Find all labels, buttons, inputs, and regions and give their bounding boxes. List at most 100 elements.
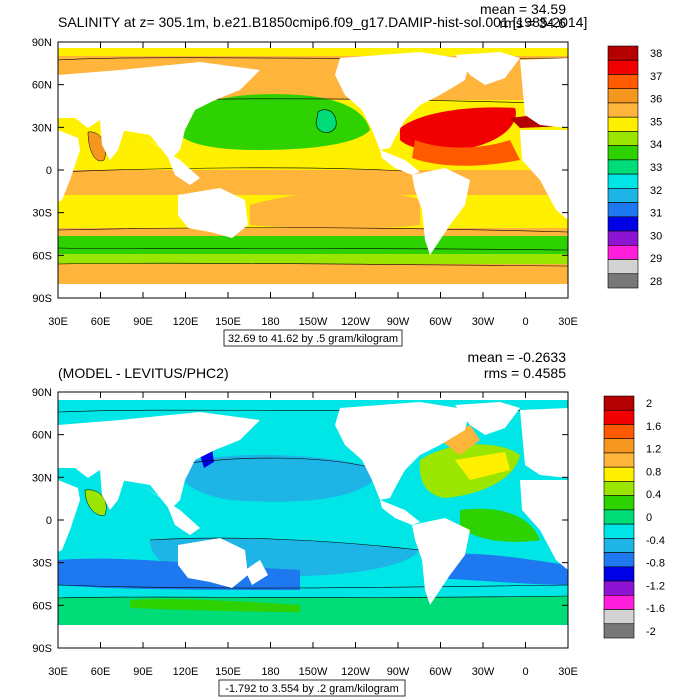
y-tick-label: 60S	[32, 250, 52, 262]
colorbar-swatch	[603, 495, 635, 511]
colorbar-label: -0.4	[646, 535, 665, 547]
region-arabian	[84, 489, 107, 516]
x-tick-label: 120E	[173, 666, 199, 678]
region-arabian	[87, 131, 106, 162]
colorbar-label: 0	[646, 512, 652, 524]
land-africa	[58, 130, 80, 202]
x-tick-label: 0	[522, 666, 528, 678]
colorbar-swatch	[607, 131, 639, 146]
colorbar-label: -2	[646, 626, 656, 638]
x-tick-label: 90W	[387, 316, 410, 328]
panel2-y-axis: 90N 60N 30N 0 30S 60S 90S	[32, 387, 568, 655]
colorbar-swatch	[607, 116, 639, 132]
land-south-america	[412, 168, 470, 255]
land-africa-main	[520, 480, 568, 570]
colorbar-swatch	[603, 623, 635, 639]
land-africa-main	[520, 130, 568, 220]
x-tick-label: 30W	[472, 316, 495, 328]
panel2-range-note: -1.792 to 3.554 by .2 gram/kilogram	[225, 683, 399, 695]
region-atlantic-high	[400, 107, 516, 151]
panel-difference: (MODEL - LEVITUS/PHC2) mean = -0.2633 rm…	[32, 349, 665, 697]
colorbar-label: 38	[650, 48, 662, 60]
y-tick-label: 0	[46, 515, 52, 527]
land-australia	[178, 538, 248, 588]
x-tick-label: 30E	[48, 666, 68, 678]
colorbar-swatch	[607, 45, 639, 61]
colorbar-swatch	[607, 173, 639, 189]
panel-salinity: SALINITY at z= 305.1m, b.e21.B1850cmip6.…	[32, 1, 662, 347]
colorbar-swatch	[607, 74, 639, 90]
land-eurasia	[58, 412, 260, 510]
colorbar-swatch	[607, 145, 639, 161]
region-npacific-core	[315, 109, 337, 133]
y-tick-label: 90N	[32, 387, 52, 399]
land-europe-africa-east	[520, 58, 568, 128]
y-tick-label: 30S	[32, 208, 52, 220]
colorbar-swatch	[603, 509, 635, 525]
colorbar-label: -1.2	[646, 580, 665, 592]
land-north-america	[335, 52, 470, 150]
colorbar-label: 37	[650, 71, 662, 83]
colorbar-swatch	[607, 216, 639, 232]
y-tick-label: 90N	[32, 37, 52, 49]
colorbar-label: 35	[650, 116, 662, 128]
panel1-rms: rms = 34.6	[499, 15, 566, 31]
panel1-title: SALINITY at z= 305.1m, b.e21.B1850cmip6.…	[58, 14, 587, 30]
colorbar-label: 32	[650, 185, 662, 197]
colorbar-label: 31	[650, 208, 662, 220]
x-tick-label: 60W	[429, 666, 452, 678]
land-seasia	[140, 485, 200, 535]
colorbar-swatch	[603, 424, 635, 440]
x-tick-label: 180	[261, 316, 279, 328]
colorbar-label: 34	[650, 139, 662, 151]
x-tick-label: 180	[261, 666, 279, 678]
x-tick-label: 120E	[173, 316, 199, 328]
panel2-map	[58, 392, 568, 648]
contour	[174, 457, 381, 471]
y-tick-label: 30N	[32, 472, 52, 484]
contour	[58, 262, 568, 267]
colorbar-swatch	[603, 466, 635, 482]
x-tick-label: 90W	[387, 666, 410, 678]
colorbar-swatch	[603, 580, 635, 596]
land-north-america	[335, 402, 470, 500]
land-eurasia	[58, 62, 260, 160]
colorbar-label: 29	[650, 253, 662, 265]
panel1-y-axis: 90N 60N 30N 0 30S 60S 90S	[32, 37, 568, 305]
land-greenland	[455, 402, 520, 435]
x-tick-label: 120W	[341, 666, 370, 678]
y-tick-label: 60N	[32, 80, 52, 92]
colorbar-label: -1.6	[646, 603, 665, 615]
colorbar-label: 2	[646, 398, 652, 410]
colorbar-swatch	[607, 273, 639, 289]
region-atlantic-warm	[455, 452, 510, 480]
panel2-x-axis: 30E 60E 90E 120E 150E 180 150W 120W 90W 60W 30W 0 30…	[48, 392, 578, 678]
land-central-america	[380, 500, 420, 525]
land-greenland	[455, 52, 520, 85]
land-india	[100, 120, 125, 160]
colorbar-swatch	[603, 552, 635, 568]
panel1-map	[58, 42, 568, 298]
contour	[58, 584, 568, 589]
region-spacific	[250, 190, 420, 229]
colorbar-label: 30	[650, 230, 662, 242]
y-tick-label: 30N	[32, 122, 52, 134]
x-tick-label: 60E	[91, 666, 111, 678]
contour	[58, 247, 568, 251]
land-australia	[178, 188, 248, 238]
region-npacific-low	[175, 94, 370, 150]
land-central-america	[380, 150, 420, 175]
panel1-range-note: 32.69 to 41.62 by .5 gram/kilogram	[228, 333, 398, 345]
colorbar-swatch	[603, 523, 635, 539]
colorbar-swatch	[603, 395, 635, 411]
colorbar-swatch	[607, 244, 639, 260]
region-atlantic-high	[440, 425, 480, 455]
x-tick-label: 30W	[472, 666, 495, 678]
x-tick-label: 30E	[48, 316, 68, 328]
x-tick-label: 90E	[133, 666, 153, 678]
region-southern-pos2	[130, 599, 300, 612]
region-nz	[245, 560, 268, 585]
contour	[58, 167, 421, 173]
colorbar-swatch	[603, 566, 635, 582]
y-tick-label: 90S	[32, 643, 52, 655]
